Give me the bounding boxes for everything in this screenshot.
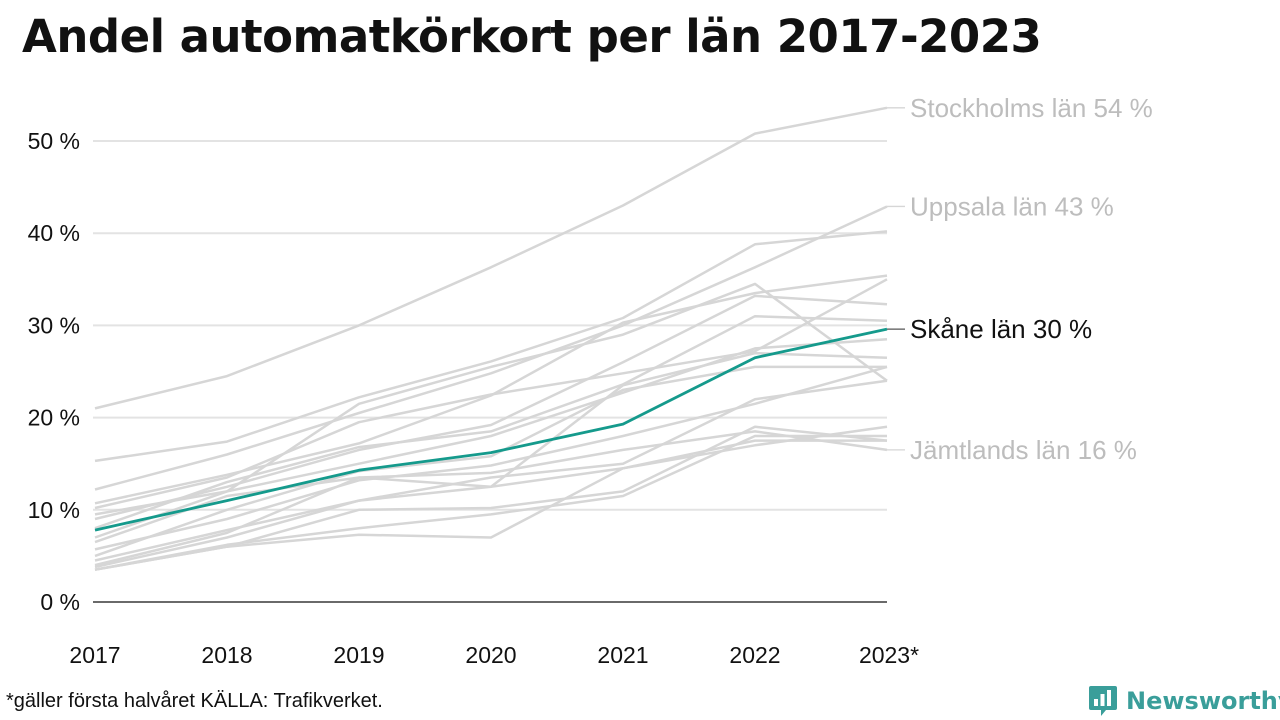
y-tick-label: 50 %	[28, 128, 80, 154]
series-line-jämtlands-län	[94, 430, 888, 567]
newsworthy-logo: Newsworthy	[1088, 684, 1280, 718]
series-line-region	[94, 365, 887, 558]
x-tick-label: 2019	[333, 642, 384, 668]
series-line-region	[94, 274, 888, 505]
series-line-uppsala-län	[94, 205, 888, 491]
series-line-region	[94, 314, 888, 530]
series-line-region	[94, 230, 888, 463]
y-tick-label: 0 %	[40, 589, 80, 615]
y-tick-label: 40 %	[28, 220, 80, 246]
series-line-stockholms-län	[94, 106, 888, 410]
x-tick-label: 2021	[597, 642, 648, 668]
footnote-source: *gäller första halvåret KÄLLA: Trafikver…	[6, 690, 383, 712]
series-line-region	[94, 337, 888, 539]
series-line-region	[94, 278, 888, 510]
series-line-region	[94, 294, 888, 521]
y-tick-label: 20 %	[28, 405, 80, 431]
series-label-uppsala-län: Uppsala län 43 %	[910, 191, 1114, 221]
series-line-skane-lan	[94, 327, 888, 532]
series-label-jämtlands-län: Jämtlands län 16 %	[910, 435, 1137, 465]
chart-title: Andel automatkörkort per län 2017-2023	[22, 10, 1042, 63]
y-tick-label: 10 %	[28, 497, 80, 523]
y-tick-label: 30 %	[28, 312, 80, 338]
series-line-region	[94, 365, 888, 551]
x-tick-label: 2018	[201, 642, 252, 668]
x-tick-label: 2022	[729, 642, 780, 668]
newsworthy-logo-icon	[1089, 686, 1117, 716]
x-tick-label: 2017	[69, 642, 120, 668]
series-line-region	[94, 439, 887, 571]
series-label-stockholms-län: Stockholms län 54 %	[910, 93, 1153, 123]
x-tick-label: 2020	[465, 642, 516, 668]
x-tick-label: 2023*	[859, 642, 919, 668]
series-line-region	[94, 379, 888, 562]
newsworthy-logo-text: Newsworthy	[1126, 687, 1280, 715]
series-label-skane-lan: Skåne län 30 %	[910, 314, 1092, 344]
series-line-region	[94, 425, 888, 569]
series-line-region	[94, 434, 887, 571]
